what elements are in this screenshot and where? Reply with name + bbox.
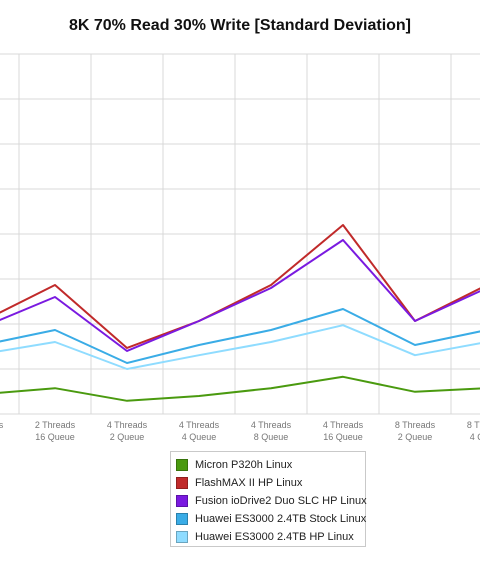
x-tick-label: 8 Queue — [254, 432, 289, 442]
legend-label: Fusion ioDrive2 Duo SLC HP Linux — [195, 495, 367, 507]
legend-item: Micron P320h Linux — [176, 456, 365, 474]
x-tick-label: 16 Queue — [323, 432, 363, 442]
series-lines — [0, 224, 480, 402]
legend-swatch — [176, 477, 188, 489]
x-tick-label: 4 Threads — [323, 420, 364, 430]
legend: Micron P320h Linux FlashMAX II HP Linux Fu… — [170, 451, 367, 547]
legend-item: Huawei ES3000 2.4TB HP Linux — [176, 528, 365, 546]
x-tick-label: 8 Threads — [467, 420, 480, 430]
legend-label: FlashMAX II HP Linux — [195, 477, 303, 489]
x-axis-tick-labels: 2 Threads 8 Queue 2 Threads 16 Queue 4 Threa… — [0, 420, 480, 442]
legend-item: FlashMAX II HP Linux — [176, 474, 365, 492]
x-tick-label: 2 Queue — [398, 432, 433, 442]
x-tick-label: 8 Threads — [395, 420, 436, 430]
x-tick-label: 4 Threads — [251, 420, 292, 430]
x-tick-label: 2 Queue — [110, 432, 145, 442]
legend-label: Huawei ES3000 2.4TB Stock Linux — [195, 513, 367, 525]
x-tick-label: 4 Threads — [107, 420, 148, 430]
x-tick-label: 4 Queue — [182, 432, 217, 442]
series-line — [0, 375, 480, 402]
series-line — [0, 324, 480, 370]
legend-item: Fusion ioDrive2 Duo SLC HP Linux — [176, 492, 367, 510]
x-tick-label: 16 Queue — [35, 432, 75, 442]
legend-label: Huawei ES3000 2.4TB HP Linux — [195, 531, 354, 543]
x-tick-label: 4 Threads — [179, 420, 220, 430]
series-line — [0, 308, 480, 364]
chart-title: 8K 70% Read 30% Write [Standard Deviatio… — [68, 17, 412, 34]
legend-swatch — [176, 495, 188, 507]
legend-swatch — [176, 531, 188, 543]
x-tick-label: 2 Threads — [35, 420, 76, 430]
legend-label: Micron P320h Linux — [195, 459, 293, 471]
gridlines — [0, 53, 480, 415]
series-line — [0, 224, 480, 349]
x-tick-label: 4 Queue — [470, 432, 480, 442]
x-tick-label: 2 Threads — [0, 420, 4, 430]
legend-swatch — [176, 513, 188, 525]
series-line — [0, 239, 480, 352]
legend-swatch — [176, 459, 188, 471]
legend-item: Huawei ES3000 2.4TB Stock Linux — [176, 510, 367, 528]
